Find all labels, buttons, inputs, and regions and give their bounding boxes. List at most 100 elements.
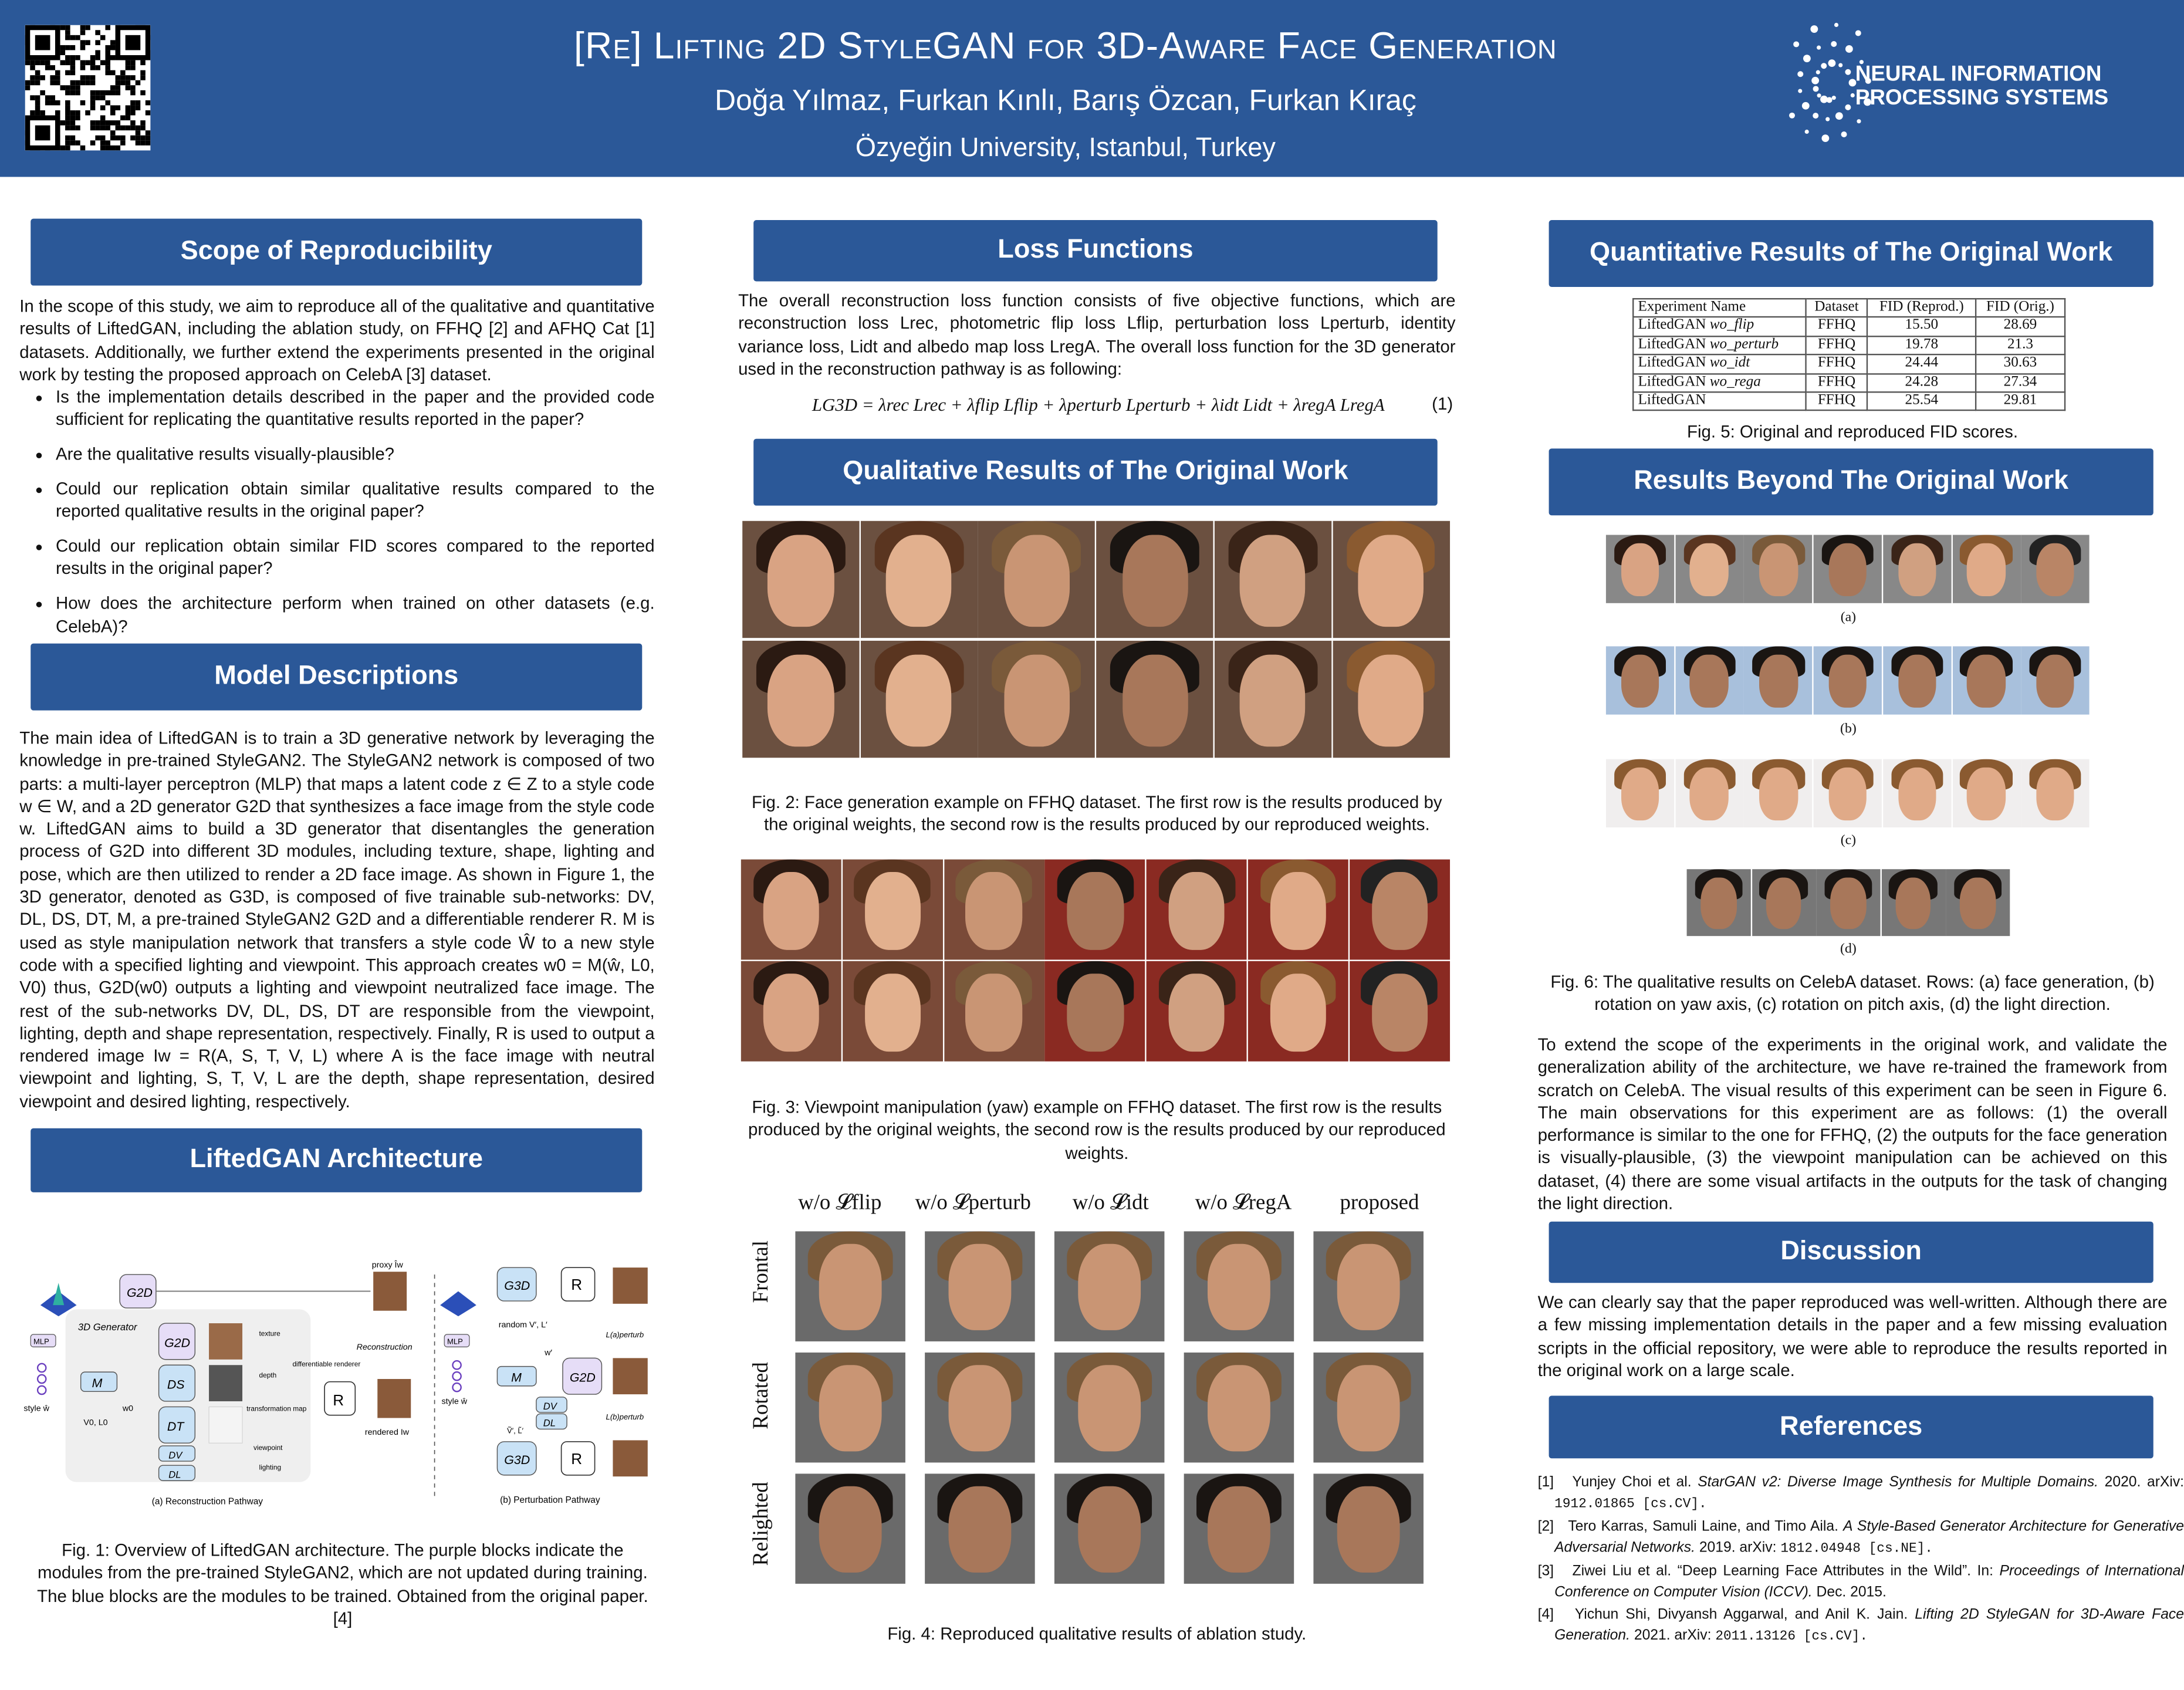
fig3-face-image [741, 961, 841, 1062]
fig6a-image [1882, 535, 1952, 603]
fid-reprod-cell: 15.50 [1867, 316, 1977, 337]
section-heading-model: Model Descriptions [31, 643, 643, 711]
authors: Doğa Yılmaz, Furkan Kınlı, Barış Özcan, … [714, 84, 1416, 117]
fid-orig-cell: 30.63 [1975, 354, 2066, 374]
dataset-cell: FFHQ [1804, 335, 1868, 356]
g3d-block-bottom [496, 1441, 537, 1476]
fid-orig-cell: 27.34 [1975, 373, 2066, 393]
model-description-text: The main idea of LiftedGAN is to train a… [19, 728, 655, 1111]
fig4-ablation-image [795, 1473, 905, 1584]
fig6-caption: Fig. 6: The qualitative results on Celeb… [1550, 972, 2155, 1015]
qr-code-icon [25, 25, 151, 151]
section-heading-loss: Loss Functions [753, 220, 1438, 282]
g2d-texture-block [158, 1323, 196, 1360]
fid-orig-cell: 29.81 [1975, 391, 2066, 412]
svg-text:style ŵ: style ŵ [441, 1397, 467, 1407]
fig6c-image [1952, 759, 2021, 827]
fig6d-image [1686, 869, 1751, 937]
fig6c-image [1882, 759, 1952, 827]
fig4-ablation-image [1184, 1231, 1294, 1341]
fig3-face-image [1247, 961, 1348, 1062]
mlp-block [30, 1334, 56, 1347]
table-row: LiftedGAN wo_flip FFHQ 15.50 28.69 [1632, 316, 2066, 337]
experiment-name: LiftedGAN wo_perturb [1632, 335, 1807, 356]
dv-block [158, 1445, 196, 1462]
svg-text:L(b)perturb: L(b)perturb [606, 1412, 644, 1421]
svg-text:M: M [511, 1371, 522, 1385]
fig6a-image [1744, 535, 1813, 603]
fig6c-image [1813, 759, 1882, 827]
svg-text:w0: w0 [122, 1404, 133, 1414]
affiliation: Özyeğin University, Istanbul, Turkey [855, 133, 1276, 163]
fig6b-image [1605, 646, 1675, 715]
svg-text:lighting: lighting [259, 1463, 282, 1471]
svg-text:proxy Îw: proxy Îw [372, 1260, 404, 1270]
svg-text:G2D: G2D [127, 1286, 153, 1300]
fig4-ablation-image [1313, 1352, 1424, 1463]
dataset-cell: FFHQ [1804, 373, 1868, 393]
dataset-cell: FFHQ [1804, 354, 1868, 374]
svg-text:V0, L0: V0, L0 [83, 1418, 107, 1427]
row-label: (d) [1840, 941, 1857, 957]
fig4-ablation-image [925, 1352, 1035, 1463]
fig3-face-image [1147, 961, 1247, 1062]
fid-table: Experiment Name Dataset FID (Reprod.) FI… [1632, 298, 2066, 412]
svg-text:DV: DV [543, 1401, 558, 1412]
fig2-face-image [860, 520, 978, 638]
column-header: FID (Reprod.) [1867, 298, 1977, 319]
fig6c-image [2021, 759, 2090, 827]
reference-item: [1] Yunjey Choi et al. StarGAN v2: Diver… [1537, 1475, 2184, 1511]
scope-question: Could our replication obtain similar FID… [56, 535, 655, 580]
svg-text:DL: DL [543, 1418, 556, 1429]
ablation-row-label: Frontal [749, 1241, 773, 1303]
fig6b-image [1813, 646, 1882, 715]
reference-item: [4] Yichun Shi, Divyansh Aggarwal, and A… [1537, 1607, 2184, 1643]
svg-text:G3D: G3D [504, 1453, 530, 1467]
section-heading-references: References [1549, 1395, 2153, 1459]
fig4-ablation-image [925, 1473, 1035, 1584]
loss-equation: LG3D = λrec Lrec + λflip Lflip + λpertur… [812, 394, 1385, 415]
fig6d-image [1751, 869, 1816, 937]
fig3-face-image [944, 859, 1044, 960]
fig3-face-image [1349, 859, 1450, 960]
ablation-row-label: Relighted [749, 1482, 773, 1566]
column-header: Experiment Name [1632, 298, 1807, 319]
fig3-face-image [842, 961, 943, 1062]
fig4-ablation-image [1054, 1231, 1165, 1341]
fig2-face-image [860, 640, 978, 758]
row-label: (a) [1840, 610, 1857, 626]
fig2-face-image [1214, 640, 1331, 758]
fig6c-image [1605, 759, 1675, 827]
section-heading-scope: Scope of Reproducibility [31, 218, 643, 286]
experiment-name: LiftedGAN wo_rega [1632, 373, 1807, 393]
label-mlp: MLP [33, 1337, 49, 1346]
renderer-block [324, 1381, 356, 1416]
row-label: (c) [1840, 833, 1857, 849]
logo-text: NEURAL INFORMATION PROCESSING SYSTEMS [1855, 62, 2109, 110]
fig4-ablation-image [795, 1231, 905, 1341]
fig3-caption: Fig. 3: Viewpoint manipulation (yaw) exa… [748, 1097, 1446, 1163]
fig4-ablation-image [1184, 1352, 1294, 1463]
dataset-cell: FFHQ [1804, 391, 1868, 412]
section-heading-discussion: Discussion [1549, 1221, 2153, 1283]
fig3-face-image [1147, 859, 1247, 960]
dt-block [158, 1406, 196, 1444]
m-block [80, 1371, 118, 1392]
experiment-name: LiftedGAN wo_flip [1632, 316, 1807, 337]
qr-code[interactable] [25, 25, 151, 151]
table-row: LiftedGAN wo_idt FFHQ 24.44 30.63 [1632, 354, 2066, 374]
ablation-col-label: w/o 𝓛perturb [915, 1191, 1031, 1215]
fid-reprod-cell: 24.28 [1867, 373, 1977, 393]
reference-item: [3] Ziwei Liu et al. “Deep Learning Face… [1537, 1564, 2184, 1600]
perturb-face-top [613, 1268, 648, 1304]
fig2-face-image [742, 640, 860, 758]
scope-question: Are the qualitative results visually-pla… [56, 444, 655, 467]
table-row: LiftedGAN wo_rega FFHQ 24.28 27.34 [1632, 373, 2066, 393]
poster-title: [Re] Lifting 2D StyleGAN for 3D-Aware Fa… [574, 25, 1557, 67]
depth-image [209, 1365, 243, 1401]
fig4-caption: Fig. 4: Reproduced qualitative results o… [887, 1624, 1307, 1644]
ablation-col-label: w/o 𝓛flip [798, 1191, 882, 1215]
fig3-face-image [1349, 961, 1450, 1062]
svg-text:DL: DL [168, 1469, 181, 1481]
